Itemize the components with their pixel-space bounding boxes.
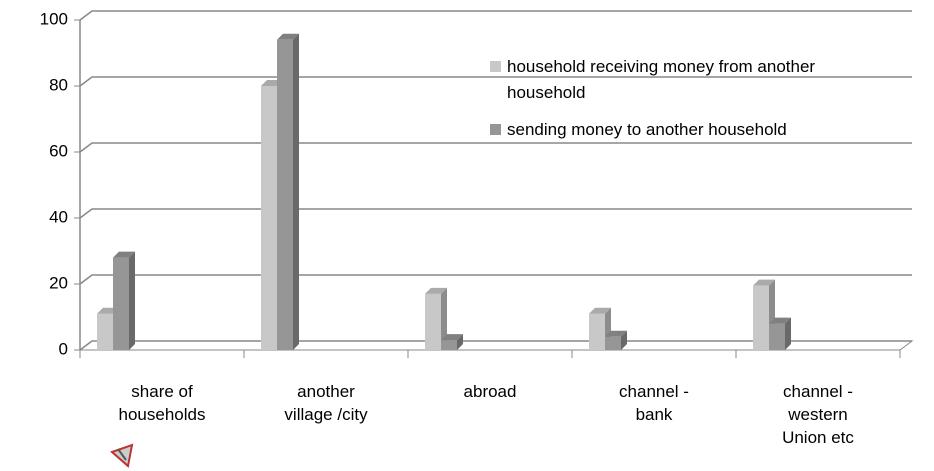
y-tick-label: 20 xyxy=(49,273,68,292)
bar xyxy=(441,334,463,350)
bar-face xyxy=(425,287,447,294)
bar xyxy=(425,287,447,350)
grid-line xyxy=(79,340,912,351)
grid-line xyxy=(79,142,912,153)
logo xyxy=(110,443,134,468)
bar-face xyxy=(457,334,463,350)
grid-line xyxy=(79,10,912,21)
x-tick-label: another village /city xyxy=(284,382,368,424)
grid-line xyxy=(79,274,912,285)
legend-swatch xyxy=(490,61,501,72)
x-tick-label: channel - western Union etc xyxy=(782,382,854,447)
bar-face xyxy=(113,251,135,258)
y-tick-label: 80 xyxy=(49,75,68,94)
grid-line xyxy=(79,76,912,87)
bar-face xyxy=(277,33,299,40)
bar-face xyxy=(769,323,785,350)
bar-face xyxy=(113,257,129,350)
bar-face xyxy=(589,313,605,350)
y-tick-label: 100 xyxy=(40,9,68,28)
legend-swatch xyxy=(490,124,501,135)
bar-face xyxy=(441,340,457,350)
bar-face xyxy=(753,279,775,286)
bar-face xyxy=(261,86,277,350)
x-tick-label: abroad xyxy=(463,382,517,401)
bar-face xyxy=(129,251,135,350)
bar-face xyxy=(97,313,113,350)
bar xyxy=(605,330,627,350)
legend-label: household receiving money from another h… xyxy=(507,57,816,102)
y-tick-label: 60 xyxy=(49,141,68,160)
bar-face xyxy=(441,287,447,350)
bar xyxy=(277,33,299,351)
bar-face xyxy=(753,285,769,350)
bar-face xyxy=(605,330,627,337)
y-tick-label: 40 xyxy=(49,207,68,226)
bar-face xyxy=(425,293,441,350)
x-tick-label: channel - bank xyxy=(619,382,689,424)
legend-label: sending money to another household xyxy=(507,120,787,139)
grid-line xyxy=(79,208,912,219)
y-tick-label: 0 xyxy=(59,339,68,358)
bar-face xyxy=(605,336,621,350)
bar-face xyxy=(293,33,299,351)
bar-face xyxy=(589,307,611,314)
bar xyxy=(769,317,791,350)
x-tick-label: share of households xyxy=(118,382,206,424)
bar-face xyxy=(277,39,293,351)
bar-face xyxy=(441,334,463,341)
bar-face xyxy=(621,330,627,350)
bar-face xyxy=(785,317,791,350)
bar-face xyxy=(769,317,791,324)
bar xyxy=(113,251,135,350)
